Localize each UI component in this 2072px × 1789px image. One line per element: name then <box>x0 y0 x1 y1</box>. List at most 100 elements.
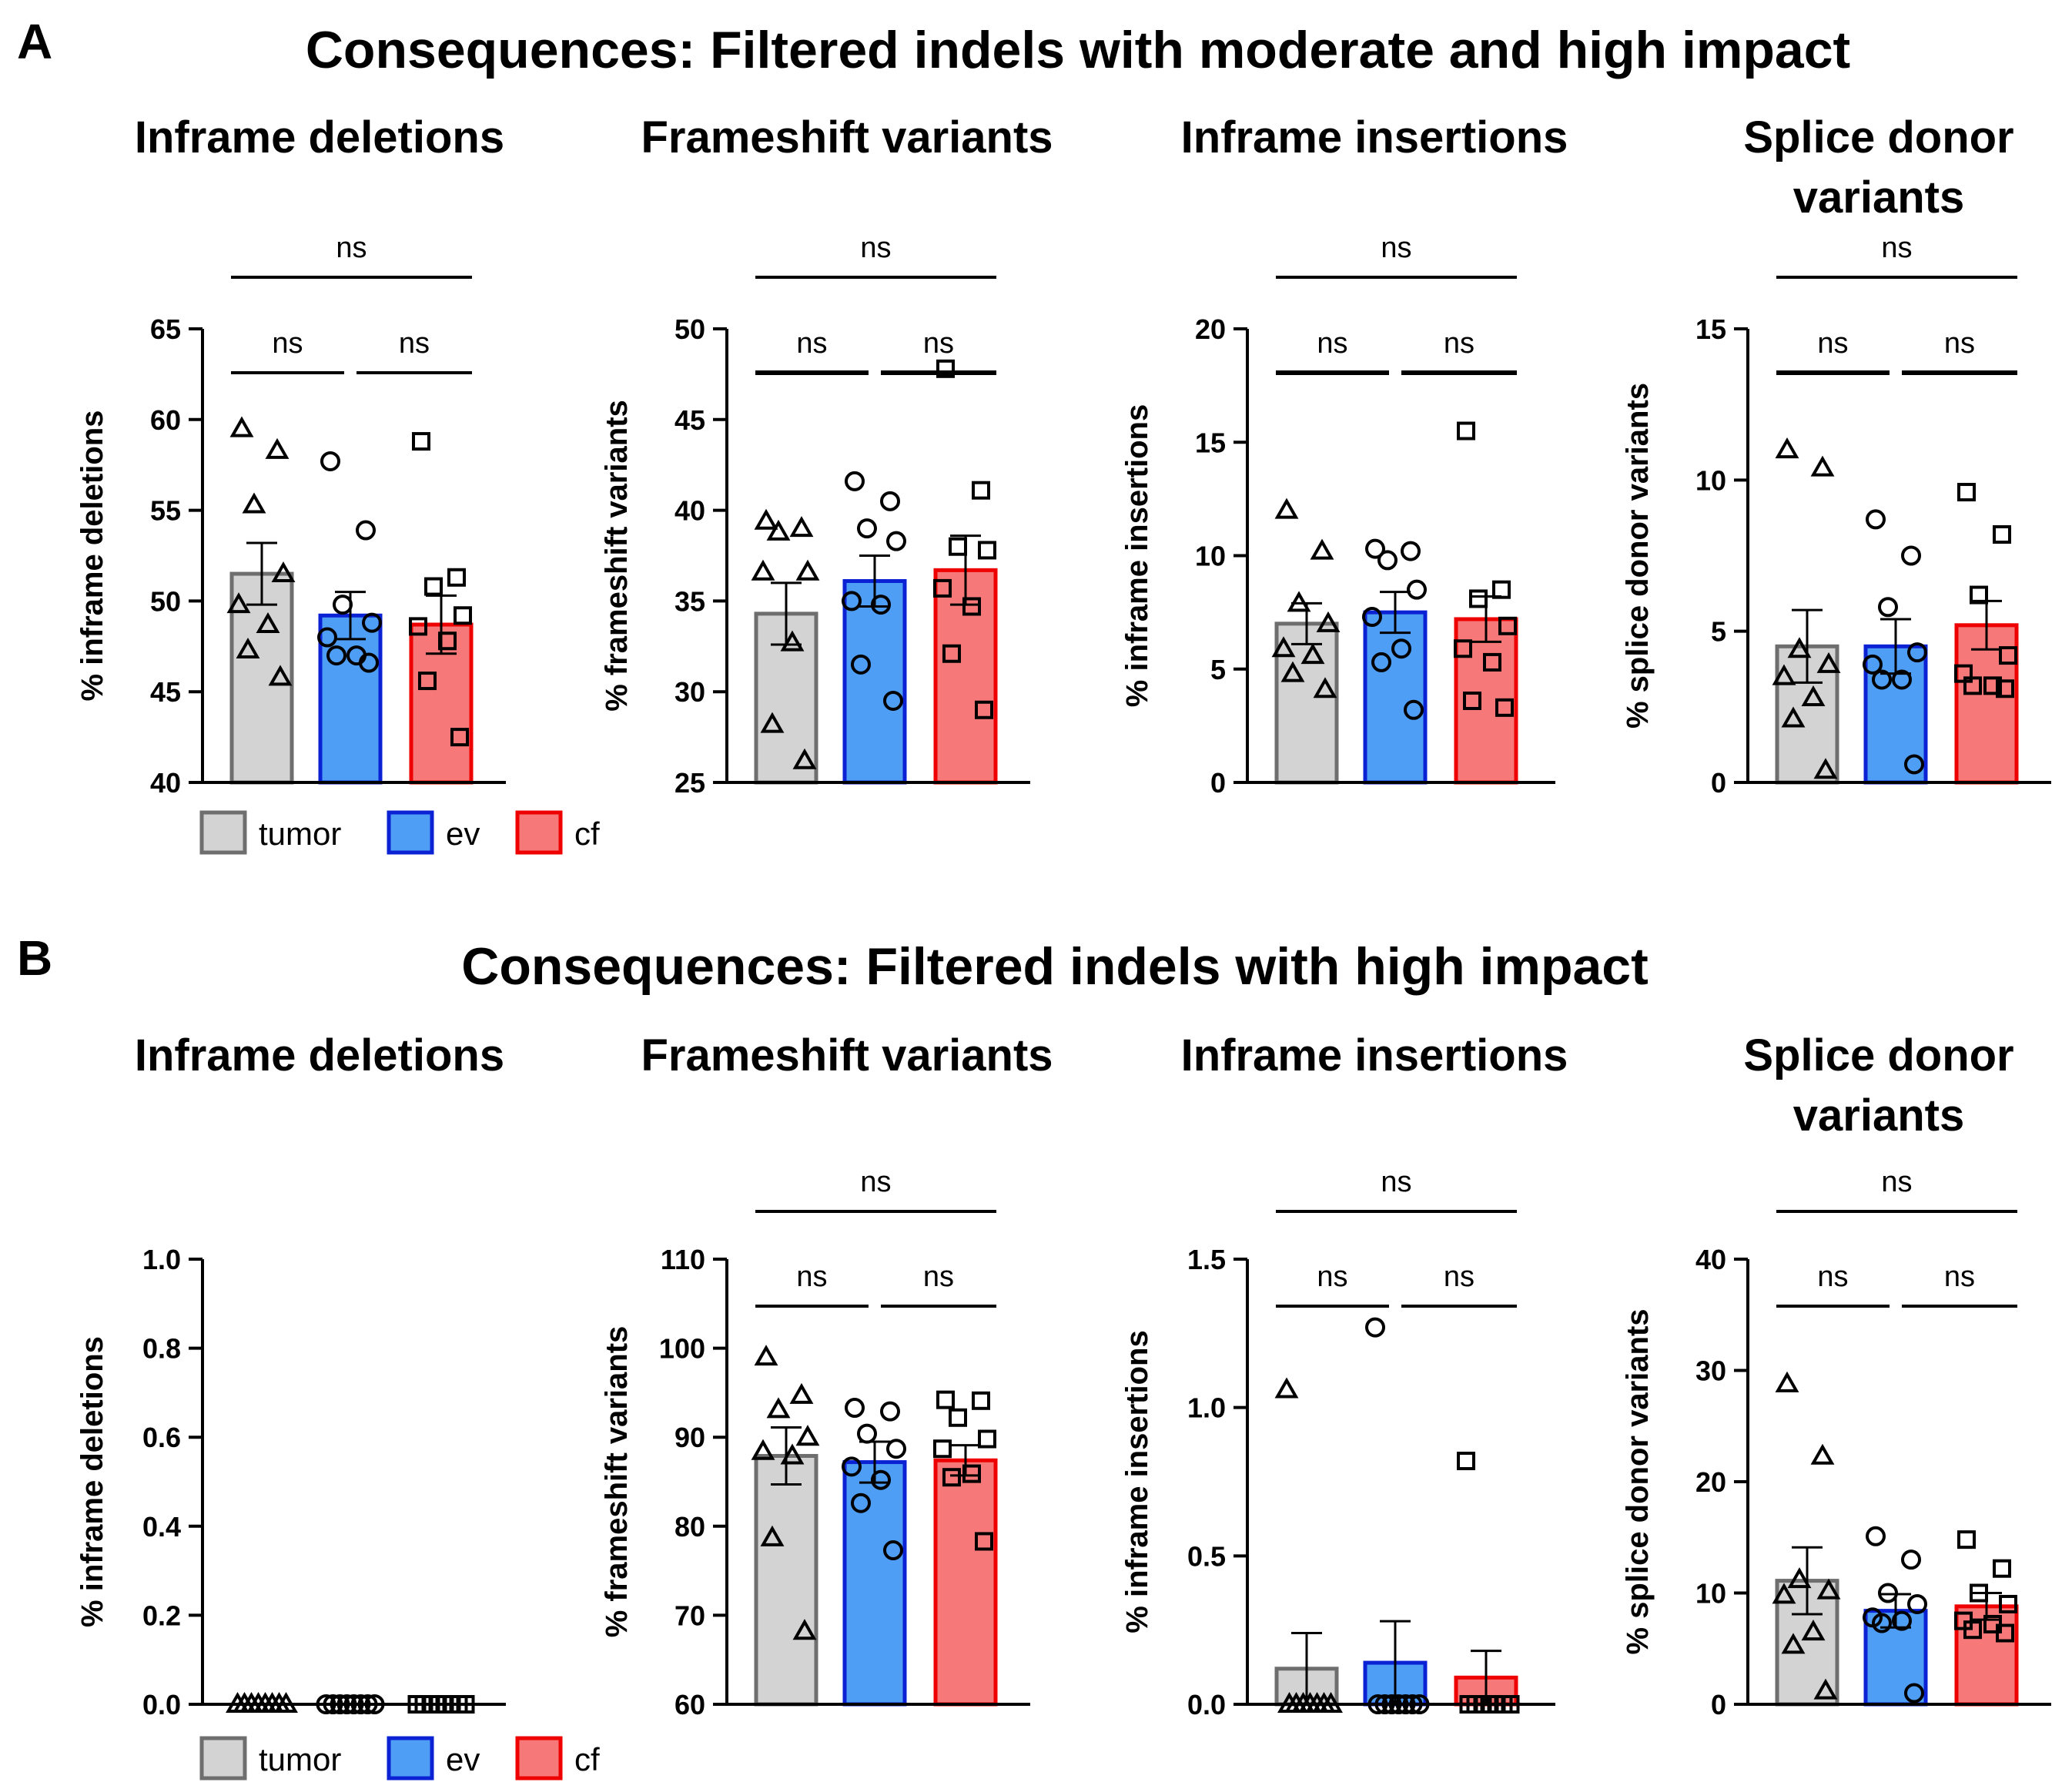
data-point-cf <box>1999 646 2017 665</box>
data-point-tumor <box>1310 538 1334 560</box>
significance-label: ns <box>923 327 954 360</box>
data-point-ev <box>326 645 346 666</box>
data-point-ev <box>1863 654 1883 675</box>
data-point-tumor <box>795 559 820 581</box>
data-point-tumor <box>780 1443 805 1465</box>
bar-cf <box>933 1458 998 1707</box>
data-point-tumor <box>1287 591 1311 612</box>
panel-a-4: Splice donor variants % splice donor varia… <box>1621 112 2051 799</box>
y-tick-label: 10 <box>1695 1578 1726 1610</box>
data-point-ev <box>886 1439 906 1459</box>
panel-b-4: Splice donor variants % splice donor varia… <box>1621 1030 2051 1720</box>
data-point-ev <box>1365 538 1385 559</box>
y-tick-label: 0.6 <box>142 1422 181 1453</box>
y-tick-label: 5 <box>1711 616 1726 648</box>
data-point-cf <box>438 632 457 651</box>
legend-swatch-ev <box>387 810 434 855</box>
significance-label: ns <box>272 327 303 360</box>
panel-a-2: Frameshift variants % frameshift variants… <box>600 112 1053 799</box>
data-point-cf <box>936 359 955 378</box>
y-tick-label: 25 <box>674 767 705 799</box>
data-point-cf <box>933 578 952 598</box>
data-point-ev <box>1907 1593 1927 1614</box>
data-point-ev <box>845 1398 865 1419</box>
data-point-cf <box>962 597 981 616</box>
significance-label: ns <box>923 1261 954 1293</box>
data-point-cf <box>1999 1594 2017 1613</box>
data-point-ev <box>1866 1526 1886 1546</box>
data-point-tumor <box>751 559 775 581</box>
data-point-cf <box>412 432 430 451</box>
y-tick-label: 110 <box>661 1244 705 1275</box>
y-tick-label: 0.8 <box>142 1333 181 1365</box>
y-tick-label: 0.4 <box>142 1511 181 1543</box>
data-point-ev <box>842 1456 862 1477</box>
significance-label: ns <box>1881 1166 1912 1198</box>
data-point-cf <box>409 617 427 636</box>
section-a-title: Consequences: Filtered indels with moder… <box>306 21 1850 79</box>
data-point-cf <box>1492 580 1511 599</box>
data-point-cf <box>1970 1583 1988 1603</box>
data-point-tumor <box>766 519 791 541</box>
y-tick-label: 70 <box>674 1600 705 1631</box>
data-point-cf <box>1498 616 1517 635</box>
y-tick-label: 60 <box>150 404 181 436</box>
y-tick-label: 30 <box>674 676 705 708</box>
y-tick-label: 45 <box>150 676 181 708</box>
bar-ev <box>318 613 383 785</box>
data-point-ev <box>356 520 376 541</box>
data-point-cf <box>1993 525 2011 544</box>
data-point-tumor <box>242 492 266 514</box>
significance-label: ns <box>1944 327 1975 360</box>
y-tick-label: 40 <box>150 767 181 799</box>
legend-label-ev: ev <box>446 816 480 852</box>
data-point-ev <box>883 1540 903 1561</box>
legend-label-cf: cf <box>574 1741 600 1777</box>
data-point-cf <box>942 1468 961 1487</box>
data-point-tumor <box>1801 685 1826 707</box>
data-point-cf <box>1963 1620 1982 1640</box>
data-point-tumor <box>1781 706 1806 728</box>
data-point-cf <box>949 537 967 556</box>
data-point-ev <box>1878 597 1898 618</box>
data-point-cf <box>454 606 472 625</box>
bar-tumor <box>1274 621 1339 785</box>
data-point-tumor <box>229 416 254 437</box>
legend-swatch-tumor <box>199 810 247 855</box>
data-point-cf <box>1469 589 1488 608</box>
y-tick-label: 0.0 <box>142 1689 181 1720</box>
data-point-ev <box>857 518 877 539</box>
panel-a-3: Inframe insertions % inframe insertions 0 5… <box>1120 112 1568 799</box>
data-point-cf <box>972 481 990 500</box>
data-point-cf <box>1495 698 1514 717</box>
y-tick-label: 1.0 <box>142 1244 181 1275</box>
data-point-cf <box>1963 676 1982 695</box>
data-point-ev <box>1362 607 1382 628</box>
data-point-tumor <box>1816 1578 1841 1600</box>
data-point-ev <box>1907 642 1927 663</box>
data-point-ev <box>1901 1549 1921 1570</box>
y-axis-label: % frameshift variants <box>600 1326 634 1638</box>
y-tick-label: 0 <box>1711 767 1726 799</box>
data-point-cf <box>978 541 996 560</box>
data-point-tumor <box>754 1345 778 1366</box>
data-point-tumor <box>1775 1371 1799 1392</box>
panel-title: Splice donor <box>1743 112 2013 162</box>
data-point-cf <box>975 700 993 719</box>
y-tick-label: 0 <box>1210 767 1226 799</box>
data-point-cf <box>933 1439 952 1459</box>
y-axis-label: % splice donor variants <box>1621 383 1655 729</box>
legend-label-tumor: tumor <box>259 1741 341 1777</box>
data-point-ev <box>1878 1583 1898 1603</box>
data-point-tumor <box>1274 498 1299 519</box>
data-point-tumor <box>795 1425 820 1446</box>
data-point-cf <box>447 568 466 587</box>
significance-label: ns <box>1444 327 1475 360</box>
data-point-cf <box>418 672 437 691</box>
data-point-tumor <box>1316 611 1341 632</box>
bar-ev <box>1363 610 1428 785</box>
data-point-ev <box>1404 699 1424 720</box>
y-tick-label: 15 <box>1695 313 1726 345</box>
data-point-ev <box>1401 541 1421 561</box>
y-tick-label: 80 <box>674 1511 705 1543</box>
